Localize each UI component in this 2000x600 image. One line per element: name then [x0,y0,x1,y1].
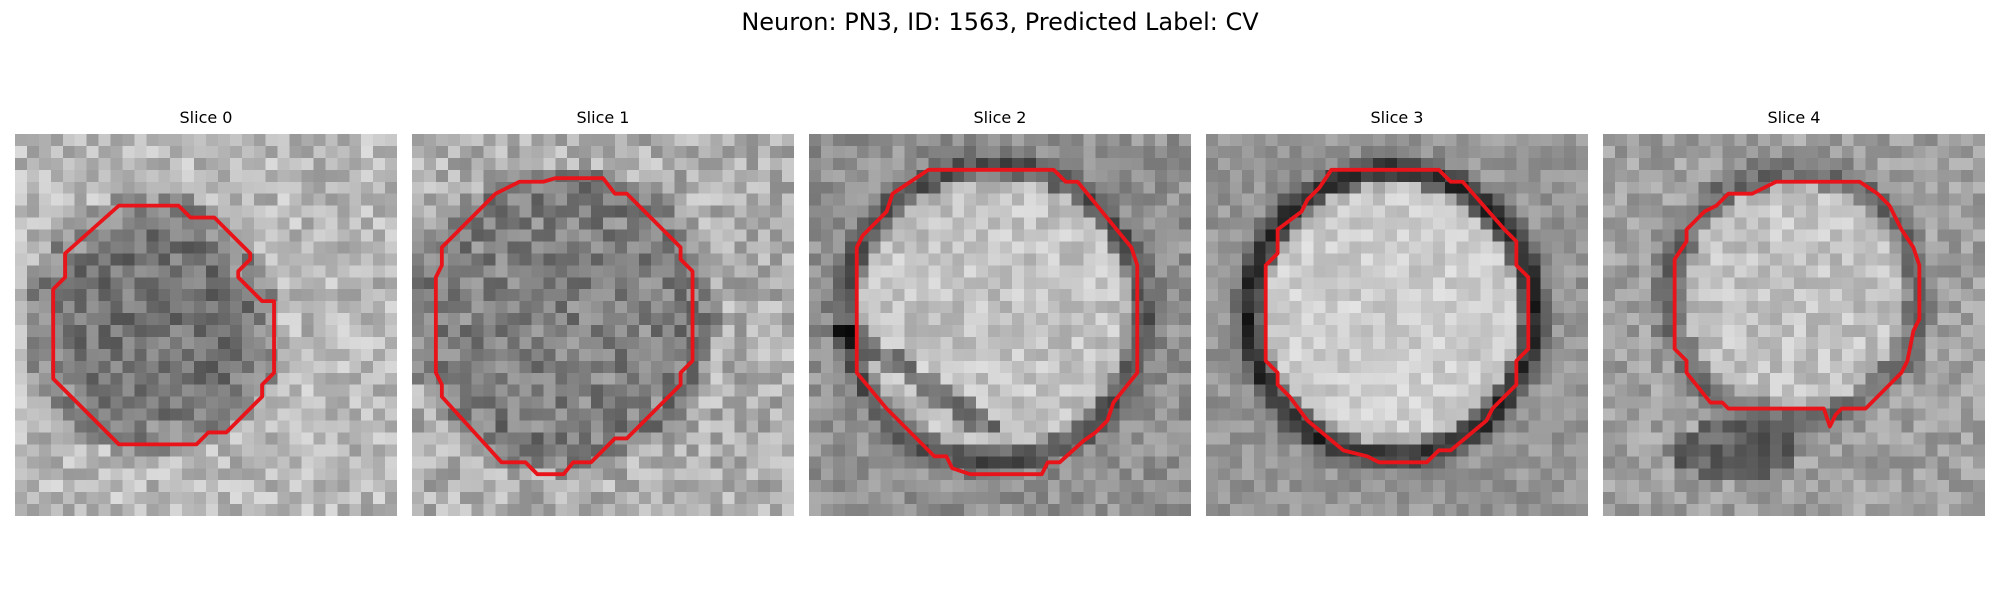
pixel-grid-2 [809,134,1191,516]
pixel-grid-4 [1603,134,1985,516]
pixel-grid-1 [412,134,794,516]
figure-title: Neuron: PN3, ID: 1563, Predicted Label: … [741,8,1259,36]
segmentation-contour-3 [1263,167,1531,465]
segmentation-contour-0 [51,203,276,447]
segmentation-contour-1 [433,176,695,477]
slice-title-2: Slice 2 [973,108,1027,127]
slice-image-4 [1603,134,1985,516]
slice-image-2 [809,134,1191,516]
slice-image-1 [412,134,794,516]
segmentation-contour-4 [1672,179,1922,429]
slice-title-4: Slice 4 [1767,108,1821,127]
slice-title-0: Slice 0 [179,108,233,127]
pixel-grid-3 [1206,134,1588,516]
slice-image-3 [1206,134,1588,516]
pixel-grid-0 [15,134,397,516]
segmentation-contour-2 [854,167,1140,477]
slice-title-3: Slice 3 [1370,108,1424,127]
slice-title-1: Slice 1 [576,108,630,127]
slice-image-0 [15,134,397,516]
